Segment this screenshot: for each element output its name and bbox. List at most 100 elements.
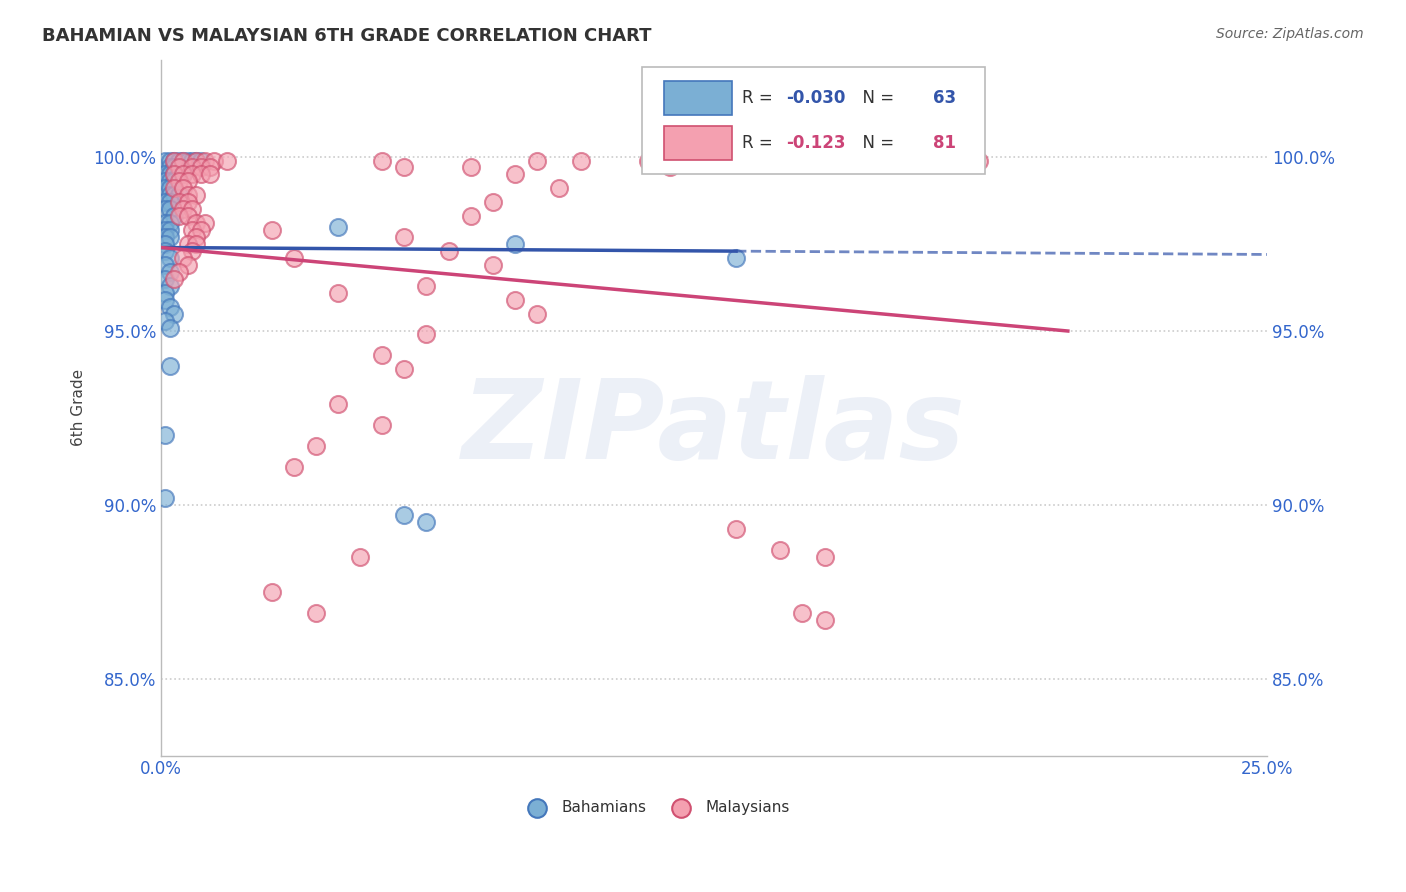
- Point: [155, 491, 177, 505]
- Point: [159, 188, 181, 202]
- Point: [167, 161, 190, 175]
- Text: BAHAMIAN VS MALAYSIAN 6TH GRADE CORRELATION CHART: BAHAMIAN VS MALAYSIAN 6TH GRADE CORRELAT…: [42, 27, 651, 45]
- Point: [283, 251, 305, 265]
- Point: [159, 230, 181, 244]
- Text: Source: ZipAtlas.com: Source: ZipAtlas.com: [1216, 27, 1364, 41]
- Point: [305, 606, 328, 620]
- Point: [394, 230, 416, 244]
- Point: [190, 161, 212, 175]
- Point: [371, 348, 394, 362]
- Point: [548, 181, 571, 195]
- Point: [159, 359, 181, 373]
- Text: 81: 81: [934, 134, 956, 153]
- Point: [181, 168, 204, 182]
- Point: [155, 223, 177, 237]
- Point: [155, 230, 177, 244]
- Point: [394, 508, 416, 523]
- Point: [163, 153, 186, 168]
- Point: [176, 195, 198, 210]
- FancyBboxPatch shape: [643, 67, 986, 175]
- Text: 63: 63: [934, 89, 956, 107]
- Text: N =: N =: [852, 89, 900, 107]
- Point: [190, 168, 212, 182]
- Point: [159, 181, 181, 195]
- Point: [503, 293, 526, 307]
- Point: [186, 188, 208, 202]
- Point: [155, 428, 177, 442]
- Point: [260, 223, 283, 237]
- Point: [526, 307, 548, 321]
- Point: [172, 153, 194, 168]
- Point: [163, 168, 186, 182]
- Point: [159, 216, 181, 230]
- Point: [190, 223, 212, 237]
- Point: [437, 244, 460, 258]
- Point: [569, 153, 592, 168]
- Point: [394, 362, 416, 376]
- Text: ZIPatlas: ZIPatlas: [463, 375, 966, 482]
- Point: [194, 216, 217, 230]
- Point: [167, 168, 190, 182]
- Point: [159, 278, 181, 293]
- Point: [159, 265, 181, 279]
- Point: [186, 230, 208, 244]
- Point: [155, 181, 177, 195]
- Point: [190, 153, 212, 168]
- Point: [172, 202, 194, 217]
- Point: [172, 251, 194, 265]
- Point: [217, 153, 239, 168]
- Point: [159, 202, 181, 217]
- FancyBboxPatch shape: [664, 127, 731, 160]
- Point: [155, 272, 177, 286]
- Text: Bahamians: Bahamians: [561, 800, 647, 815]
- Text: R =: R =: [741, 89, 778, 107]
- Point: [167, 188, 190, 202]
- Point: [181, 161, 204, 175]
- Point: [155, 195, 177, 210]
- Point: [163, 161, 186, 175]
- Point: [155, 153, 177, 168]
- Point: [155, 258, 177, 272]
- Point: [167, 195, 190, 210]
- Point: [198, 168, 221, 182]
- Point: [163, 168, 186, 182]
- Point: [813, 613, 835, 627]
- Text: N =: N =: [852, 134, 900, 153]
- Point: [326, 285, 349, 300]
- Point: [305, 439, 328, 453]
- Point: [159, 300, 181, 314]
- Point: [503, 168, 526, 182]
- Point: [813, 550, 835, 565]
- Point: [159, 153, 181, 168]
- Point: [658, 161, 681, 175]
- Point: [155, 244, 177, 258]
- Point: [194, 153, 217, 168]
- Point: [181, 202, 204, 217]
- Point: [163, 153, 186, 168]
- Point: [176, 174, 198, 188]
- Point: [163, 181, 186, 195]
- Point: [481, 258, 503, 272]
- Point: [202, 153, 225, 168]
- Text: Malaysians: Malaysians: [706, 800, 790, 815]
- Point: [526, 153, 548, 168]
- Point: [163, 174, 186, 188]
- Point: [155, 202, 177, 217]
- Point: [159, 195, 181, 210]
- Point: [969, 153, 991, 168]
- Point: [186, 153, 208, 168]
- Point: [460, 209, 482, 223]
- Point: [167, 174, 190, 188]
- Point: [371, 153, 394, 168]
- Point: [163, 188, 186, 202]
- Point: [176, 188, 198, 202]
- Point: [186, 237, 208, 252]
- Point: [725, 522, 748, 536]
- FancyBboxPatch shape: [664, 81, 731, 114]
- Point: [172, 168, 194, 182]
- Point: [371, 417, 394, 432]
- Point: [167, 153, 190, 168]
- Point: [503, 237, 526, 252]
- Point: [326, 397, 349, 411]
- Point: [155, 174, 177, 188]
